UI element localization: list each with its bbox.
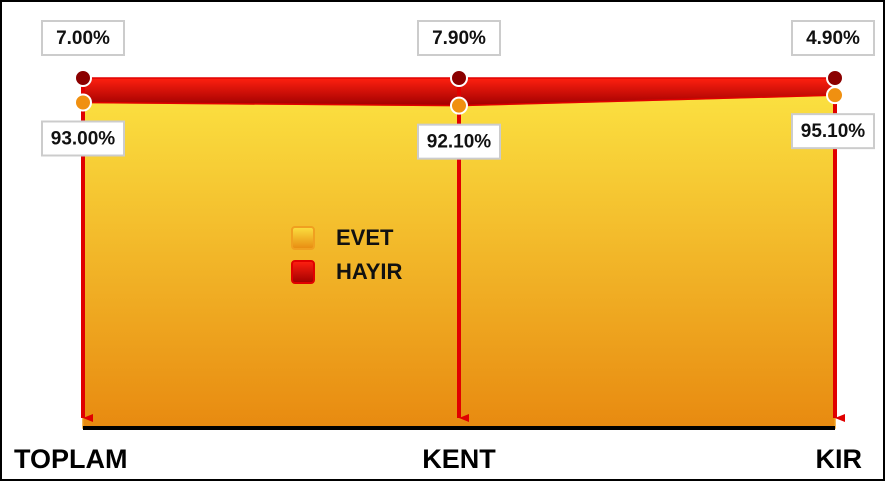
point <box>74 69 92 87</box>
value-label-box <box>791 113 875 150</box>
legend-swatch <box>291 260 315 284</box>
legend-label: EVET <box>336 225 394 250</box>
plot <box>81 77 845 429</box>
x-tick-label: TOPLAM <box>14 444 128 474</box>
value-label-box <box>791 20 875 56</box>
value-label: 7.00% <box>56 28 110 49</box>
value-label-box <box>41 120 125 157</box>
point <box>74 93 92 112</box>
value-label-box <box>417 123 501 160</box>
point <box>826 69 844 87</box>
value-label: 7.90% <box>432 28 486 49</box>
value-label: 93.00% <box>51 129 116 150</box>
value-label: 95.10% <box>801 121 866 142</box>
value-label-box <box>417 20 501 56</box>
legend-swatch <box>291 226 315 250</box>
point <box>450 96 468 115</box>
value-label: 92.10% <box>427 132 492 153</box>
value-label: 4.90% <box>806 28 860 49</box>
legend-label: HAYIR <box>336 259 403 284</box>
x-tick-label: KENT <box>422 444 496 474</box>
point <box>450 69 468 87</box>
point <box>826 86 844 105</box>
x-tick-label: KIR <box>816 444 863 474</box>
value-label-box <box>41 20 125 56</box>
